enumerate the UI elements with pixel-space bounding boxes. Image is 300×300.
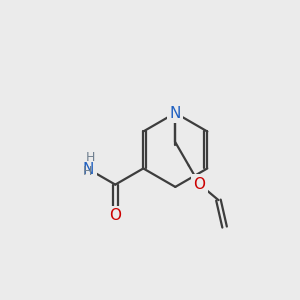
Text: H: H	[82, 165, 92, 178]
Text: N: N	[169, 106, 181, 121]
Text: O: O	[109, 208, 121, 223]
Text: N: N	[83, 162, 94, 177]
Text: H: H	[85, 152, 95, 164]
Text: O: O	[194, 177, 206, 192]
